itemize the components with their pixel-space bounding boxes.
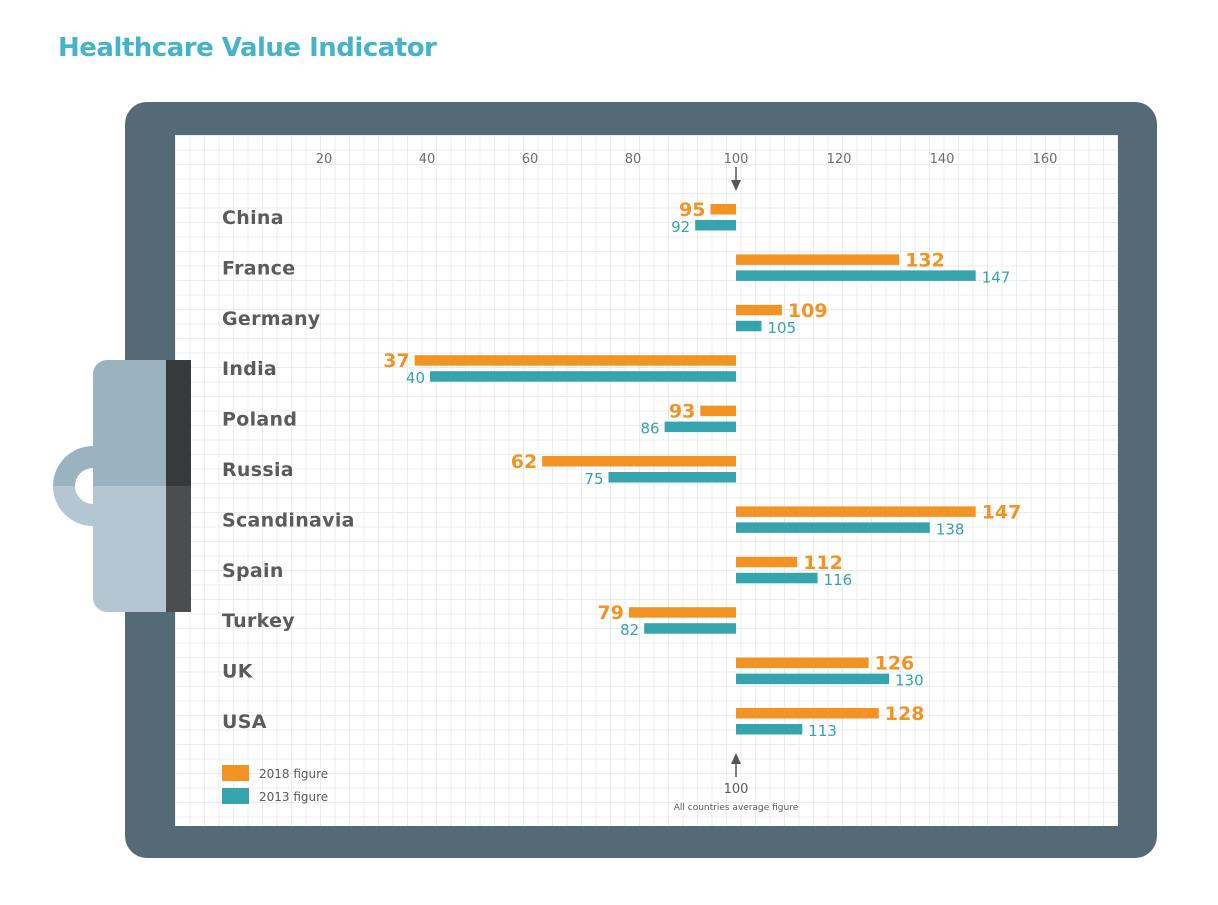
x-tick-label: 100 <box>724 152 749 167</box>
clip-body-bottom <box>93 486 166 612</box>
clip-edge-top <box>166 360 191 486</box>
bar-2013 <box>430 371 736 382</box>
chart-row: France 132 147 <box>222 249 1010 286</box>
x-tick-label: 120 <box>827 152 852 167</box>
reference-value: 100 <box>724 782 749 797</box>
bar-2013 <box>736 724 803 735</box>
page-title: Healthcare Value Indicator <box>58 33 437 63</box>
value-label-2013: 138 <box>936 520 965 538</box>
grid-paper <box>175 135 1118 826</box>
x-tick-label: 60 <box>522 152 539 167</box>
value-label-2013: 82 <box>620 621 639 639</box>
value-label-2018: 109 <box>788 300 828 322</box>
x-axis-ticks: 20 40 60 80 100 120 140 160 <box>316 152 1058 167</box>
chart-row: Russia 62 75 <box>222 451 736 488</box>
bar-2018 <box>700 405 736 417</box>
reference-label: All countries average figure <box>674 803 799 813</box>
bar-2013 <box>736 270 976 281</box>
clip-edge-bottom <box>166 486 191 612</box>
bar-2013 <box>608 472 736 483</box>
category-label: Spain <box>222 560 284 582</box>
bar-2013 <box>695 220 736 231</box>
bar-2013 <box>736 572 818 584</box>
bar-2013 <box>644 623 736 634</box>
category-label: Germany <box>222 308 321 330</box>
category-label: France <box>222 257 295 279</box>
bar-2013 <box>664 421 736 433</box>
value-label-2013: 40 <box>406 369 425 387</box>
x-tick-label: 20 <box>316 152 333 167</box>
top-baseline-arrow-icon <box>731 167 741 191</box>
legend-label-2018: 2018 figure <box>259 767 328 781</box>
x-tick-label: 80 <box>625 152 642 167</box>
value-label-2013: 130 <box>895 672 924 690</box>
bar-2013 <box>736 522 930 533</box>
bar-2018 <box>736 657 869 669</box>
legend: 2018 figure 2013 figure <box>222 765 328 804</box>
bar-2013 <box>736 320 762 332</box>
value-label-2018: 79 <box>597 602 623 624</box>
value-label-2013: 113 <box>808 722 837 740</box>
category-label: USA <box>222 711 267 733</box>
x-tick-label: 140 <box>930 152 955 167</box>
legend-swatch-2013 <box>222 788 249 804</box>
category-label: China <box>222 207 284 229</box>
value-label-2013: 75 <box>584 470 603 488</box>
value-label-2018: 132 <box>905 249 945 271</box>
chart-row: Poland 93 86 <box>222 401 736 438</box>
value-label-2018: 37 <box>383 350 409 372</box>
bar-2018 <box>710 204 736 215</box>
bar-2013 <box>736 673 889 685</box>
bottom-baseline-arrow-icon <box>731 753 741 764</box>
value-label-2013: 92 <box>671 218 690 236</box>
chart-row: USA 128 113 <box>222 703 924 740</box>
category-label: Scandinavia <box>222 509 355 531</box>
value-label-2018: 112 <box>803 552 843 574</box>
bar-2018 <box>736 254 900 265</box>
clip-body-top <box>93 360 166 486</box>
value-label-2018: 126 <box>875 653 915 675</box>
category-label: Turkey <box>222 610 295 632</box>
bar-2018 <box>736 304 782 316</box>
value-label-2018: 62 <box>511 451 537 473</box>
x-tick-label: 160 <box>1033 152 1058 167</box>
category-label: UK <box>222 661 254 683</box>
legend-label-2013: 2013 figure <box>259 790 328 804</box>
bar-2018 <box>736 556 798 568</box>
x-tick-label: 40 <box>419 152 436 167</box>
value-label-2013: 116 <box>824 571 853 589</box>
category-label: Poland <box>222 409 297 431</box>
value-label-2018: 147 <box>982 501 1022 523</box>
bar-2018 <box>542 456 736 467</box>
value-label-2013: 105 <box>768 319 797 337</box>
value-label-2018: 95 <box>679 199 705 221</box>
value-label-2013: 147 <box>982 268 1011 286</box>
bar-2018 <box>736 708 879 719</box>
bar-2018 <box>736 506 976 517</box>
bar-2018 <box>414 355 736 366</box>
value-label-2018: 128 <box>885 703 925 725</box>
value-label-2013: 86 <box>641 420 660 438</box>
legend-swatch-2018 <box>222 765 249 781</box>
value-label-2018: 93 <box>669 401 695 423</box>
bar-2018 <box>628 607 736 618</box>
baseline-reference: 100 All countries average figure <box>674 753 799 813</box>
category-label: India <box>222 358 277 380</box>
category-label: Russia <box>222 459 294 481</box>
chart-row: Scandinavia 147 138 <box>222 501 1021 538</box>
